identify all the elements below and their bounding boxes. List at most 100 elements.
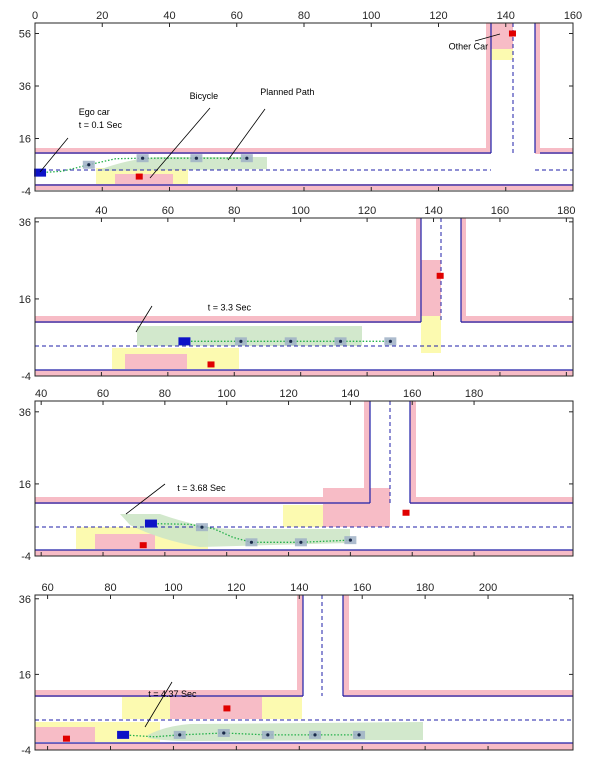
panel-4-ytick-label-2: 16 bbox=[19, 669, 31, 681]
panel-3-xtick-label-1: 40 bbox=[35, 388, 47, 400]
panel-2-ytick-label-1: 36 bbox=[19, 217, 31, 229]
panel-1-obstacle-2 bbox=[508, 30, 516, 37]
panel-3-obstacle-1 bbox=[139, 542, 147, 549]
panel-3-xtick-label-4: 100 bbox=[218, 388, 236, 400]
panel-2-xtick-label-3: 80 bbox=[228, 205, 240, 217]
panel-3-xtick-label-5: 120 bbox=[279, 388, 297, 400]
panel-1-planned-path-line bbox=[39, 157, 247, 174]
panel-4-xtick-label-4: 120 bbox=[227, 582, 245, 594]
panel-1-xtick-label-9: 160 bbox=[564, 10, 582, 22]
panel-1-obstacle-1 bbox=[135, 173, 143, 180]
panel-3-path-waypoint-dot-2 bbox=[249, 540, 254, 544]
panel-3-xtick-label-7: 160 bbox=[403, 388, 421, 400]
panel-1-xtick-label-7: 120 bbox=[429, 10, 447, 22]
panel-3-xtick-label-8: 180 bbox=[465, 388, 483, 400]
panel-3-path-waypoint-dot-1 bbox=[200, 525, 204, 529]
panel-1-ytick-label-1: 56 bbox=[19, 29, 31, 41]
panel-3-xtick-label-2: 60 bbox=[97, 388, 109, 400]
panel-1-path-waypoint-dot-2 bbox=[141, 156, 145, 160]
panel-2-path-waypoint-dot-1 bbox=[239, 339, 243, 343]
panel-1-ytick-label-3: 16 bbox=[19, 134, 31, 146]
panel-4-path-waypoint-dot-3 bbox=[266, 733, 270, 737]
panel-4-ytick-label-3: -4 bbox=[21, 745, 31, 757]
panel-1-annotation-arrows bbox=[39, 33, 501, 179]
panel-4-obstacle-2 bbox=[223, 705, 231, 712]
panel-3-annotation-1: t = 3.68 Sec bbox=[177, 483, 226, 493]
panel-1-xtick-label-3: 40 bbox=[163, 10, 175, 22]
panel-3-obstacle-2 bbox=[402, 509, 410, 516]
panel-1-xtick-label-8: 140 bbox=[497, 10, 515, 22]
panel-4-background bbox=[35, 595, 573, 750]
panel-1-ego-car bbox=[34, 168, 47, 177]
panel-3-xtick-label-6: 140 bbox=[341, 388, 359, 400]
panel-2-xtick-label-4: 100 bbox=[291, 205, 309, 217]
panel-4-obstacle-1 bbox=[62, 735, 70, 742]
panel-1-annotation-5: Other Car bbox=[449, 41, 489, 51]
panel-3-xtick-label-3: 80 bbox=[159, 388, 171, 400]
panel-3-background bbox=[35, 401, 573, 556]
panel-2-xtick-label-6: 140 bbox=[424, 205, 442, 217]
panel-3-ytick-label-3: -4 bbox=[21, 551, 31, 563]
panel-2-annotation-arrows bbox=[135, 305, 153, 333]
panel-1-annotation-4: Planned Path bbox=[260, 87, 314, 97]
panel-4-path-waypoint-dot-4 bbox=[313, 733, 317, 737]
panel-1-xtick-label-5: 80 bbox=[298, 10, 310, 22]
panel-2-path-waypoint-dot-4 bbox=[388, 339, 392, 343]
panel-2-obstacle-2 bbox=[436, 272, 444, 279]
panel-3-path-waypoint-dot-3 bbox=[299, 540, 303, 544]
panel-1-annotation-1: Ego car bbox=[79, 107, 110, 117]
panel-1-path-waypoint-dot-4 bbox=[245, 156, 249, 160]
panel-4-annotation-1: t = 4.37 Sec bbox=[148, 689, 197, 699]
panel-1-ytick-label-2: 36 bbox=[19, 81, 31, 93]
panel-4-path-waypoint-dot-5 bbox=[357, 733, 361, 737]
panel-1-xtick-label-6: 100 bbox=[362, 10, 380, 22]
panel-4-ego-car bbox=[117, 730, 130, 739]
panel-2-frame bbox=[34, 217, 574, 377]
panel-3-ytick-label-1: 36 bbox=[19, 407, 31, 419]
panel-2-xtick-label-8: 180 bbox=[557, 205, 575, 217]
panel-4-xtick-label-2: 80 bbox=[104, 582, 116, 594]
panel-2: t = 3.3 Sec 40 60 80 100 120 140 160 180 36 16 -4 bbox=[19, 205, 576, 383]
panel-1-xtick-label-2: 20 bbox=[96, 10, 108, 22]
panel-2-xtick-label-7: 160 bbox=[491, 205, 509, 217]
panel-1-frame bbox=[34, 22, 574, 192]
panel-2-xtick-label-5: 120 bbox=[358, 205, 376, 217]
panel-1-annotation-3: Bicycle bbox=[190, 91, 219, 101]
panel-1-xtick-label-1: 0 bbox=[32, 10, 38, 22]
panel-1-annotation-2: t = 0.1 Sec bbox=[79, 120, 123, 130]
panel-4-ytick-label-1: 36 bbox=[19, 594, 31, 606]
panel-2-path-waypoint-dot-3 bbox=[338, 339, 343, 343]
panel-2-ytick-label-2: 16 bbox=[19, 294, 31, 306]
panel-2-ytick-label-3: -4 bbox=[21, 371, 31, 383]
panel-4-xtick-label-3: 100 bbox=[164, 582, 182, 594]
panel-2-path-waypoint-dot-2 bbox=[289, 339, 293, 343]
panel-4-frame bbox=[34, 594, 574, 751]
panel-1-ytick-label-4: -4 bbox=[21, 186, 31, 198]
panel-2-ego-car bbox=[178, 337, 191, 346]
panel-4: t = 4.37 Sec 60 80 100 120 140 160 180 200 36 16 -… bbox=[19, 582, 574, 757]
panel-4-xtick-label-1: 60 bbox=[41, 582, 53, 594]
panel-2-background bbox=[35, 218, 573, 376]
panel-3-ytick-label-2: 16 bbox=[19, 479, 31, 491]
panel-3-ego-car bbox=[144, 519, 157, 528]
panel-1: Ego car t = 0.1 Sec Bicycle Planned Path Oth… bbox=[19, 10, 582, 198]
panel-1-path-waypoint-dot-3 bbox=[194, 156, 198, 160]
panel-3-annotation-arrows bbox=[125, 483, 166, 515]
panel-2-annotation-1: t = 3.3 Sec bbox=[208, 302, 252, 312]
panel-2-obstacle-1 bbox=[207, 361, 215, 368]
panel-4-path-waypoint-dot-1 bbox=[178, 733, 182, 737]
panel-4-xtick-label-5: 140 bbox=[290, 582, 308, 594]
panel-3-path-waypoint-dot-4 bbox=[348, 538, 352, 542]
panel-4-xtick-label-6: 160 bbox=[353, 582, 371, 594]
panel-4-annotation-arrows bbox=[144, 681, 173, 728]
panel-1-background bbox=[35, 23, 573, 191]
panel-1-xtick-label-4: 60 bbox=[231, 10, 243, 22]
panel-4-path-waypoint-dot-2 bbox=[222, 731, 226, 735]
panel-1-path-waypoint-dot-1 bbox=[87, 163, 91, 167]
panel-3: t = 3.68 Sec 40 60 80 100 120 140 160 180 36 16 -4 bbox=[19, 388, 574, 563]
panel-2-xtick-label-1: 40 bbox=[95, 205, 107, 217]
panel-3-frame bbox=[34, 400, 574, 557]
panel-4-xtick-label-7: 180 bbox=[416, 582, 434, 594]
panel-4-xtick-label-8: 200 bbox=[479, 582, 497, 594]
